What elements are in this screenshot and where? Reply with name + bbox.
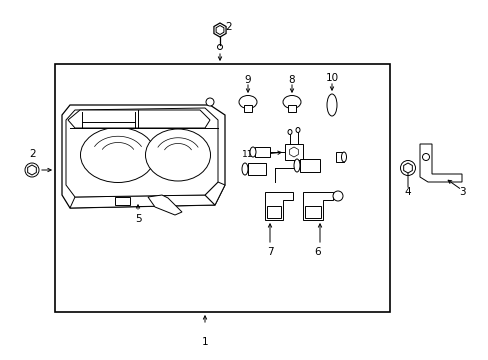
Polygon shape — [216, 26, 224, 35]
Bar — [247, 163, 265, 175]
Bar — [55, 64, 389, 312]
Bar — [287, 105, 295, 112]
Text: 5: 5 — [134, 214, 141, 224]
Polygon shape — [254, 147, 269, 157]
Bar — [299, 159, 319, 172]
Polygon shape — [419, 144, 461, 182]
Ellipse shape — [242, 163, 247, 175]
Ellipse shape — [249, 147, 256, 157]
Polygon shape — [66, 108, 218, 197]
Bar — [285, 144, 303, 160]
Text: 8: 8 — [288, 75, 295, 85]
Polygon shape — [264, 192, 292, 220]
Polygon shape — [303, 192, 332, 220]
Circle shape — [422, 153, 428, 161]
Text: 10: 10 — [325, 73, 338, 83]
Text: 9: 9 — [244, 75, 251, 85]
Ellipse shape — [332, 191, 342, 201]
Polygon shape — [214, 23, 225, 37]
Polygon shape — [204, 182, 224, 205]
Ellipse shape — [341, 152, 346, 162]
Text: 2: 2 — [225, 22, 232, 32]
Text: 6: 6 — [314, 247, 321, 257]
Ellipse shape — [326, 94, 336, 116]
Polygon shape — [289, 147, 298, 157]
Ellipse shape — [283, 95, 301, 108]
Text: 3: 3 — [458, 187, 465, 197]
Bar — [305, 206, 320, 218]
Text: 4: 4 — [404, 187, 410, 197]
Ellipse shape — [239, 95, 257, 108]
Polygon shape — [70, 195, 215, 208]
Circle shape — [217, 45, 222, 49]
Polygon shape — [115, 197, 130, 205]
Polygon shape — [28, 165, 36, 175]
Ellipse shape — [145, 129, 210, 181]
Text: 2: 2 — [30, 149, 36, 159]
Ellipse shape — [295, 127, 299, 132]
Ellipse shape — [287, 130, 291, 135]
Text: 11: 11 — [242, 150, 253, 159]
Polygon shape — [68, 110, 209, 128]
Ellipse shape — [81, 127, 155, 183]
Polygon shape — [148, 195, 182, 215]
Text: 7: 7 — [266, 247, 273, 257]
Circle shape — [205, 98, 214, 106]
Text: 1: 1 — [201, 337, 208, 347]
Polygon shape — [403, 163, 411, 173]
Bar — [266, 206, 281, 218]
Bar — [335, 152, 343, 162]
Bar — [244, 105, 251, 112]
Ellipse shape — [293, 159, 299, 172]
Polygon shape — [62, 105, 224, 208]
